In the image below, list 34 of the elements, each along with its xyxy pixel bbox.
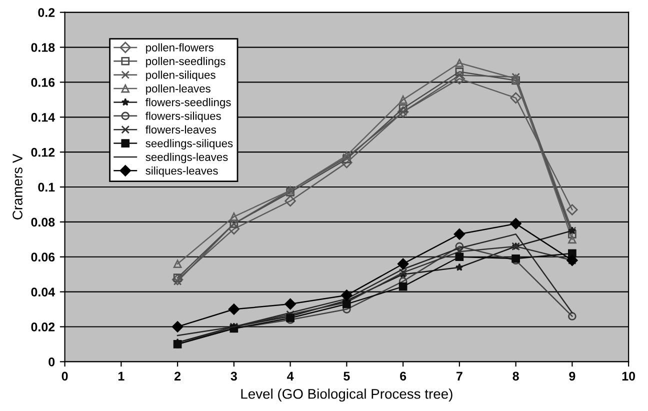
y-axis-title: Cramers V <box>12 154 22 220</box>
y-tick-label: 0.18 <box>31 43 55 52</box>
y-tick-label: 0.14 <box>31 112 56 122</box>
x-tick-label: 7 <box>456 372 462 380</box>
x-tick-label: 3 <box>230 372 237 381</box>
y-tick-label: 0.1 <box>38 182 55 192</box>
x-tick-label: 4 <box>287 372 294 380</box>
legend-label: flowers-siliques <box>146 112 221 122</box>
legend-label: pollen-leaves <box>146 84 210 95</box>
y-tick-label: 0 <box>48 357 55 366</box>
legend-label: seedlings-siliques <box>146 139 233 150</box>
x-axis-title: Level (GO Biological Process tree) <box>241 388 452 402</box>
y-tick-label: 0.16 <box>31 78 55 87</box>
y-tick-label: 0.08 <box>31 218 55 227</box>
legend-label: seedlings-leaves <box>146 152 228 164</box>
legend-label: siliques-leaves <box>146 166 218 177</box>
y-tick-label: 0.02 <box>31 322 55 332</box>
x-tick-label: 1 <box>118 372 124 380</box>
legend-label: pollen-siliques <box>146 70 216 82</box>
legend-label: pollen-flowers <box>146 43 214 54</box>
y-tick-label: 0.12 <box>31 148 55 157</box>
legend-label: flowers-seedlings <box>146 98 231 108</box>
x-tick-label: 2 <box>174 372 181 380</box>
legend-label: pollen-seedlings <box>146 56 226 68</box>
x-tick-label: 9 <box>569 372 576 381</box>
x-tick-label: 10 <box>622 372 635 381</box>
x-tick-label: 5 <box>344 372 350 381</box>
y-tick-label: 0.2 <box>38 8 55 17</box>
x-tick-label: 8 <box>512 372 519 381</box>
legend-label: flowers-leaves <box>146 125 216 134</box>
y-tick-label: 0.06 <box>31 252 55 262</box>
x-tick-label: 0 <box>62 372 68 381</box>
y-tick-label: 0.04 <box>31 288 56 296</box>
x-tick-label: 6 <box>400 372 406 381</box>
